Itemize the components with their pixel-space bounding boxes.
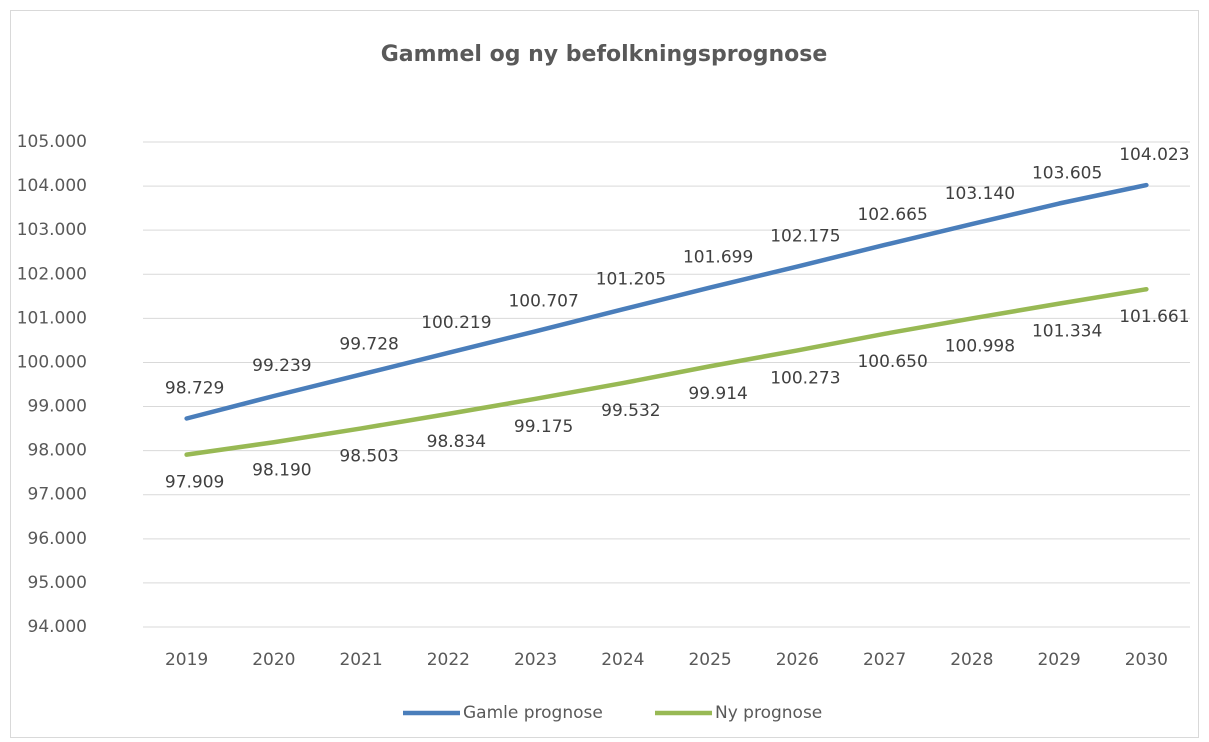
- y-tick-label: 105.000: [17, 132, 87, 152]
- legend-label: Ny prognose: [715, 703, 822, 723]
- data-label: 101.699: [683, 248, 753, 268]
- data-label: 101.661: [1119, 307, 1189, 327]
- y-tick-label: 97.000: [28, 485, 87, 505]
- data-label: 98.834: [427, 432, 486, 452]
- legend-label: Gamle prognose: [463, 703, 603, 723]
- x-tick-label: 2028: [950, 650, 993, 670]
- data-label: 101.334: [1032, 322, 1102, 342]
- data-label: 99.914: [688, 384, 747, 404]
- line-series: [184, 286, 1149, 457]
- y-tick-label: 103.000: [17, 220, 87, 240]
- y-tick-label: 104.000: [17, 176, 87, 196]
- x-tick-label: 2021: [339, 650, 382, 670]
- data-label: 99.175: [514, 417, 573, 437]
- x-tick-label: 2019: [165, 650, 208, 670]
- line-series: [184, 182, 1149, 421]
- data-label: 102.175: [770, 227, 840, 247]
- data-label: 100.273: [770, 368, 840, 388]
- x-tick-label: 2026: [776, 650, 819, 670]
- y-tick-label: 95.000: [28, 573, 87, 593]
- x-tick-label: 2029: [1037, 650, 1080, 670]
- data-label: 98.729: [165, 378, 224, 398]
- chart-title: Gammel og ny befolkningsprognose: [381, 42, 828, 67]
- data-label: 99.728: [339, 334, 398, 354]
- x-tick-label: 2022: [427, 650, 470, 670]
- y-tick-label: 101.000: [17, 308, 87, 328]
- data-label: 99.239: [252, 356, 311, 376]
- data-label: 98.503: [339, 446, 398, 466]
- y-tick-label: 96.000: [28, 529, 87, 549]
- data-label: 100.219: [421, 313, 491, 333]
- y-tick-label: 100.000: [17, 352, 87, 372]
- chart-border: [10, 10, 1199, 738]
- data-label: 100.998: [945, 336, 1015, 356]
- data-label: 100.650: [857, 352, 927, 372]
- data-label: 98.190: [252, 460, 311, 480]
- x-tick-label: 2023: [514, 650, 557, 670]
- x-tick-label: 2025: [688, 650, 731, 670]
- y-tick-label: 99.000: [28, 397, 87, 417]
- data-label: 104.023: [1119, 145, 1189, 165]
- data-label: 97.909: [165, 473, 224, 493]
- x-tick-label: 2030: [1125, 650, 1168, 670]
- y-tick-label: 102.000: [17, 264, 87, 284]
- data-label: 102.665: [857, 205, 927, 225]
- x-tick-label: 2024: [601, 650, 644, 670]
- data-label: 103.605: [1032, 164, 1102, 184]
- x-tick-label: 2020: [252, 650, 295, 670]
- data-label: 103.140: [945, 184, 1015, 204]
- data-label: 100.707: [508, 291, 578, 311]
- data-label: 101.205: [596, 269, 666, 289]
- data-label: 99.532: [601, 401, 660, 421]
- x-tick-label: 2027: [863, 650, 906, 670]
- y-tick-label: 94.000: [28, 617, 87, 637]
- y-tick-label: 98.000: [28, 441, 87, 461]
